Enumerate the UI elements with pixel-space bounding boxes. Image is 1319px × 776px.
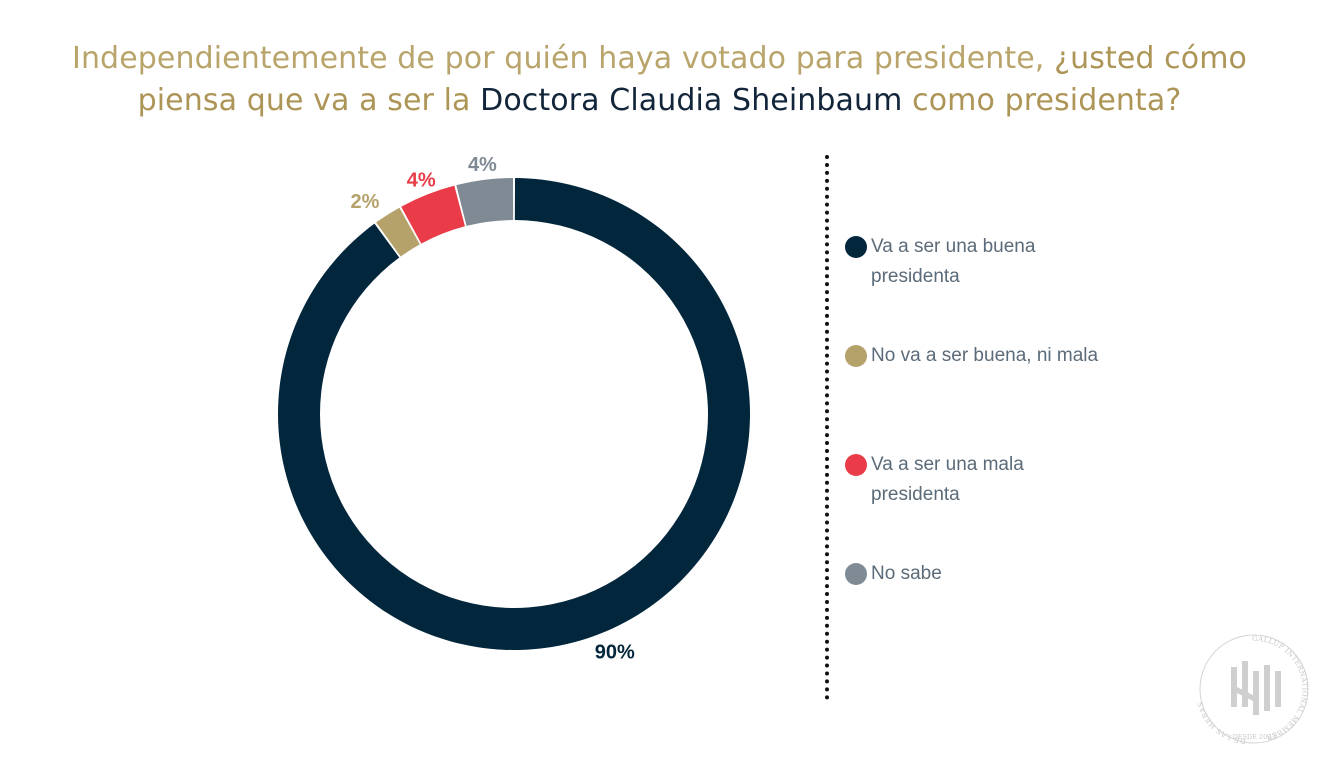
- donut-label-no-sabe: 4%: [468, 154, 497, 176]
- legend-item-no-sabe: No sabe: [845, 559, 1105, 668]
- donut-slice-ni-buena-ni-mala: [376, 207, 420, 257]
- dotted-divider: [825, 155, 829, 700]
- title-part-1: Independientemente de por quién haya vot…: [72, 41, 1055, 76]
- chart-title: Independientemente de por quién haya vot…: [40, 38, 1279, 122]
- donut-slice-buena: [278, 178, 750, 651]
- donut-slice-mala: [401, 185, 465, 244]
- donut-label-mala: 4%: [407, 170, 436, 192]
- donut-label-ni-buena-ni-mala: 2%: [351, 191, 380, 213]
- title-part-2: ¿usted cómo piensa que va a ser la: [137, 41, 1247, 118]
- donut-slice-no-sabe: [456, 178, 514, 226]
- donut-slices: [278, 178, 750, 651]
- legend-item-mala: Va a ser una mala presidenta: [845, 450, 1105, 559]
- legend-item-ni-buena-ni-mala: No va a ser buena, ni mala: [845, 341, 1105, 450]
- legend-swatch-ni-buena-ni-mala: [845, 345, 867, 367]
- legend-label-no-sabe: No sabe: [871, 563, 942, 584]
- gallup-seal-logo: DE LAS HERAS GALLUP INTERNATIONAL MEMBER…: [1196, 634, 1309, 745]
- seal-monogram: [1231, 661, 1281, 715]
- legend-swatch-mala: [845, 454, 867, 476]
- title-part-4: como presidenta?: [902, 83, 1182, 118]
- legend: Va a ser una buena presidenta No va a se…: [845, 232, 1105, 668]
- legend-swatch-buena: [845, 236, 867, 258]
- legend-label-ni-buena-ni-mala: No va a ser buena, ni mala: [871, 345, 1099, 366]
- legend-label-mala: Va a ser una mala presidenta: [871, 454, 1024, 505]
- legend-swatch-no-sabe: [845, 563, 867, 585]
- title-name: Doctora Claudia Sheinbaum: [480, 83, 903, 118]
- donut-label-buena: 90%: [595, 642, 635, 664]
- legend-label-buena: Va a ser una buena presidenta: [871, 236, 1036, 287]
- seal-text-bottom: DESDE 2023: [1233, 733, 1276, 741]
- legend-item-buena: Va a ser una buena presidenta: [845, 232, 1105, 341]
- donut-value-labels: 90% 2% 4% 4%: [351, 154, 635, 664]
